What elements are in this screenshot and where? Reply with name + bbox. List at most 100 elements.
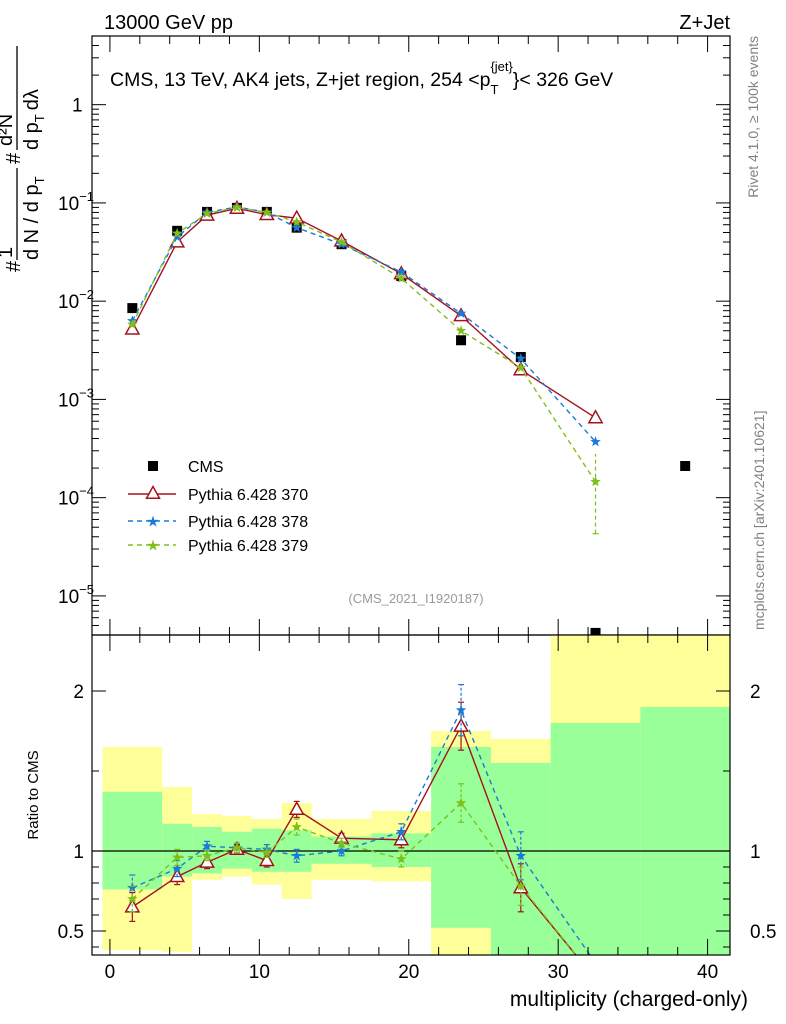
legend-entry-pythia-370: Pythia 6.428 370 xyxy=(128,484,308,504)
ratio-point-pythia-6-428-379 xyxy=(231,842,243,853)
ratio-point-pythia-6-428-378 xyxy=(396,826,407,837)
ratio-bands-layer xyxy=(92,635,730,955)
legend-marker-cms xyxy=(148,461,158,471)
legend-entry-cms: CMS xyxy=(148,459,224,476)
point-pythia-6-428-379 xyxy=(515,362,527,373)
point-pythia-6-428-378 xyxy=(515,353,527,364)
ratio-point-pythia-6-428-379 xyxy=(515,880,527,891)
legend-label-370: Pythia 6.428 370 xyxy=(188,487,308,504)
ratio-ytick-label-right: 1 xyxy=(750,842,761,863)
main-ytick-label: 10−1 xyxy=(58,189,94,215)
point-pythia-6-428-379 xyxy=(261,206,272,217)
main-ytick-label: 10−5 xyxy=(58,582,94,608)
ratio-frame xyxy=(91,634,731,956)
point-pythia-6-428-379 xyxy=(291,216,302,227)
ratio-point-pythia-6-428-379 xyxy=(127,893,138,904)
source-label: mcplots.cern.ch [arXiv:2401.10621] xyxy=(751,411,767,630)
ratio-point-pythia-6-428-379 xyxy=(396,853,407,864)
ratio-xtick-label: 20 xyxy=(398,962,419,983)
ratio-axis-ticks: 0.5 0.51 12 20 10 20 30 40 xyxy=(58,635,776,983)
ratio-ytick-label: 0.5 xyxy=(58,922,84,943)
main-panel: 10−5 10−4 10−3 10−2 10−1 1 CMS, 13 TeV, AK4 j… xyxy=(0,35,731,636)
legend-entry-pythia-378: ★ Pythia 6.428 378 xyxy=(128,514,308,531)
ratio-xtick-label: 10 xyxy=(249,962,270,983)
stat-uncertainty-band xyxy=(550,723,641,955)
ratio-point-pythia-6-428-379 xyxy=(336,837,347,848)
ratio-point-pythia-6-428-370 xyxy=(258,852,275,867)
legend-marker-379: ★ xyxy=(146,538,159,555)
main-series-layer xyxy=(124,199,691,635)
stat-uncertainty-band xyxy=(431,747,491,928)
stat-uncertainty-band xyxy=(102,791,163,890)
ylabel-hash-1: # xyxy=(3,260,25,272)
series-line-pythia-6-428-370 xyxy=(131,207,596,419)
header-left: 13000 GeV pp xyxy=(104,12,233,34)
point-pythia-6-428-379 xyxy=(396,272,407,283)
ratio-point-pythia-6-428-378 xyxy=(291,850,302,861)
point-pythia-6-428-378 xyxy=(455,307,467,318)
point-pythia-6-428-379 xyxy=(231,201,243,212)
legend-entry-pythia-379: ★ Pythia 6.428 379 xyxy=(128,538,308,555)
ratio-series-layer xyxy=(124,683,591,955)
ratio-ylabel: Ratio to CMS xyxy=(25,750,42,839)
ratio-ytick-label: 2 xyxy=(73,682,84,703)
ylabel-one: 1 xyxy=(0,247,17,258)
ratio-point-pythia-6-428-379 xyxy=(201,850,213,861)
point-pythia-6-428-370 xyxy=(587,409,604,424)
legend-marker-378: ★ xyxy=(146,514,159,531)
ratio-xtick-label: 0 xyxy=(105,962,116,983)
ratio-point-pythia-6-428-379 xyxy=(261,847,272,857)
point-pythia-6-428-378 xyxy=(590,436,601,447)
ylabel-dn: d N / d pT xyxy=(21,176,47,260)
ratio-point-pythia-6-428-378 xyxy=(171,863,183,873)
ylabel-num: d²N xyxy=(0,114,17,146)
analysis-watermark: (CMS_2021_I1920187) xyxy=(348,591,483,606)
point-pythia-6-428-378 xyxy=(396,266,407,277)
point-pythia-6-428-379 xyxy=(171,227,183,238)
ratio-point-pythia-6-428-379 xyxy=(171,851,183,862)
ratio-point-pythia-6-428-370 xyxy=(288,800,305,816)
rivet-label: Rivet 4.1.0, ≥ 100k events xyxy=(745,36,761,198)
legend-label-378: Pythia 6.428 378 xyxy=(188,514,308,531)
legend-label-379: Pythia 6.428 379 xyxy=(188,538,308,555)
point-pythia-6-428-379 xyxy=(336,236,347,247)
point-pythia-6-428-379 xyxy=(127,318,138,329)
ratio-point-pythia-6-428-379 xyxy=(291,821,302,832)
ratio-point-pythia-6-428-378 xyxy=(201,840,213,851)
cms-point xyxy=(127,303,138,314)
main-ytick-label: 1 xyxy=(72,96,83,117)
ratio-point-pythia-6-428-378 xyxy=(455,704,467,715)
point-pythia-6-428-370 xyxy=(124,320,141,335)
cms-point xyxy=(590,627,601,635)
ratio-ytick-label-right: 2 xyxy=(750,682,761,703)
ylabel-den: d pTdλ xyxy=(21,89,47,150)
ratio-point-pythia-6-428-378 xyxy=(336,845,347,856)
main-ytick-label: 10−2 xyxy=(58,287,94,313)
legend: CMS Pythia 6.428 370 ★ Pythia 6.428 378 … xyxy=(128,459,308,555)
main-axis-ticks: 10−5 10−4 10−3 10−2 10−1 1 xyxy=(58,35,730,636)
point-pythia-6-428-379 xyxy=(201,208,213,218)
main-ytick-label: 10−4 xyxy=(58,484,94,510)
ratio-xtick-label: 30 xyxy=(548,962,569,983)
series-line-pythia-6-428-379 xyxy=(131,206,597,483)
ratio-ytick-label-right: 0.5 xyxy=(750,922,776,943)
header-right: Z+Jet xyxy=(679,12,730,34)
legend-label-cms: CMS xyxy=(188,459,224,476)
ratio-ytick-label: 1 xyxy=(73,842,84,863)
ratio-panel: 0.5 0.51 12 20 10 20 30 40 Ratio to CMS multipl… xyxy=(25,634,776,1011)
ratio-line-pythia-6-428-378 xyxy=(132,708,591,955)
ylabel-hash-2: # xyxy=(3,152,25,164)
ratio-point-pythia-6-428-379 xyxy=(455,797,467,808)
point-pythia-6-428-378 xyxy=(171,231,183,242)
main-ytick-label: 10−3 xyxy=(58,385,94,411)
ratio-xtick-label: 40 xyxy=(697,962,718,983)
stat-uncertainty-band xyxy=(640,707,730,955)
main-title: CMS, 13 TeV, AK4 jets, Z+jet region, 254… xyxy=(110,59,613,97)
point-pythia-6-428-379 xyxy=(455,325,467,336)
ratio-point-pythia-6-428-378 xyxy=(127,882,138,893)
series-line-pythia-6-428-378 xyxy=(131,206,597,443)
cms-point xyxy=(456,335,467,346)
main-ylabel: # 1 d N / d pT # d²N d pTdλ xyxy=(0,46,47,272)
ratio-xlabel: multiplicity (charged-only) xyxy=(510,988,748,1011)
